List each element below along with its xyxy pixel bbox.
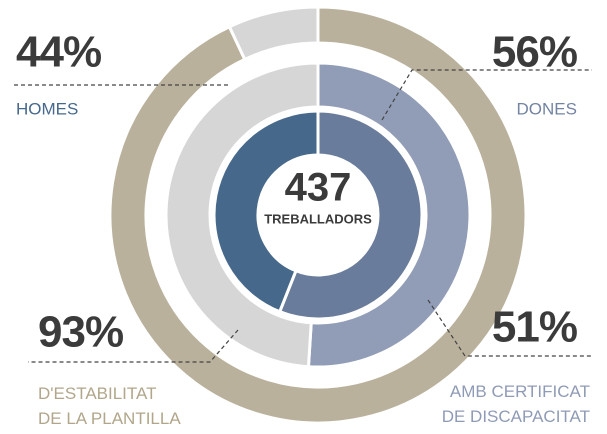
value-label: 93% — [38, 308, 123, 357]
leader-line — [427, 299, 592, 357]
category-label: AMB CERTIFICAT DE DISCAPACITAT — [442, 382, 590, 426]
ring-segment — [277, 109, 424, 321]
ring-segment — [306, 61, 472, 369]
category-label: D'ESTABILITAT DE LA PLANTILLA — [38, 384, 181, 428]
value-label: 56% — [492, 28, 577, 77]
category-label: HOMES — [16, 99, 78, 118]
leader-line — [381, 69, 592, 121]
center-label: TREBALLADORS — [264, 211, 372, 226]
ring-track — [164, 61, 320, 369]
ring-track — [227, 5, 320, 62]
value-label: 44% — [16, 28, 101, 77]
ring-segment — [108, 5, 528, 425]
value-label: 51% — [492, 303, 577, 352]
leader-line — [28, 329, 239, 363]
ring-segment — [212, 109, 320, 314]
category-label: DONES — [517, 99, 577, 118]
center-value: 437 — [285, 166, 352, 210]
